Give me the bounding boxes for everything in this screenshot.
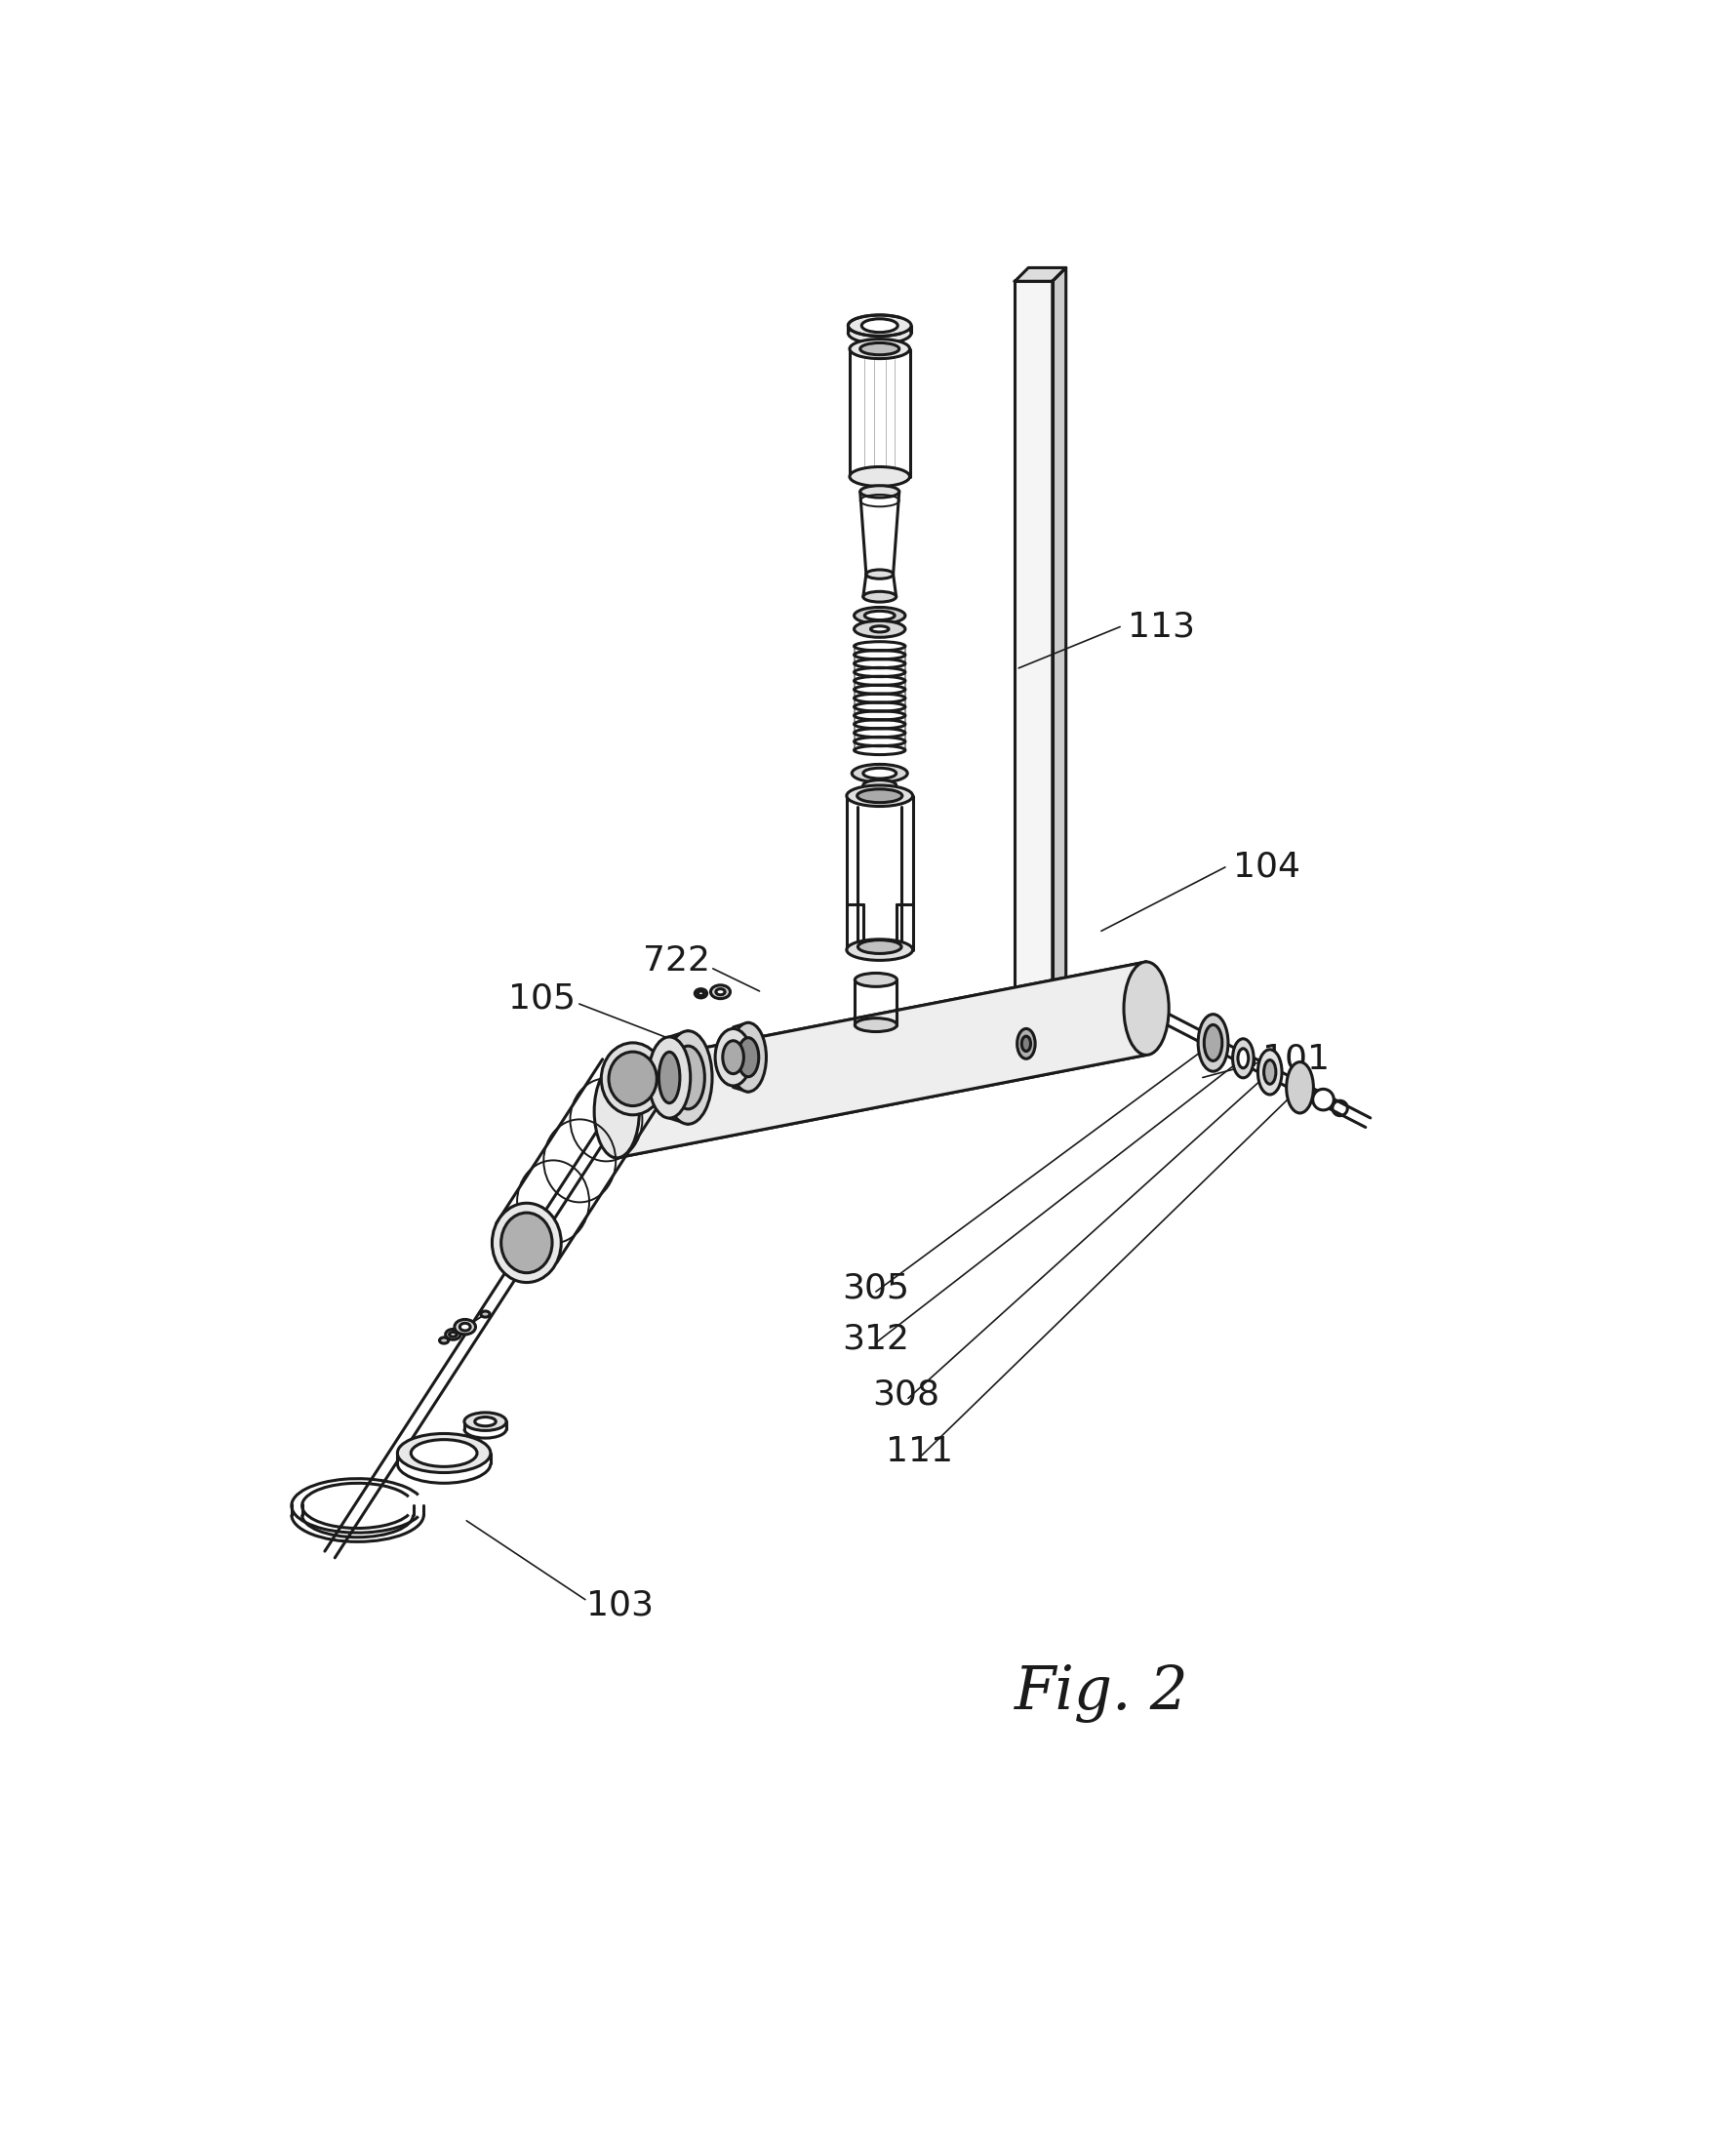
Ellipse shape: [1286, 1063, 1313, 1112]
Ellipse shape: [857, 789, 902, 802]
Ellipse shape: [860, 319, 896, 332]
Ellipse shape: [602, 1044, 663, 1115]
Ellipse shape: [1263, 1061, 1275, 1084]
Ellipse shape: [593, 1065, 639, 1158]
Ellipse shape: [500, 1212, 552, 1272]
Text: 101: 101: [1262, 1041, 1330, 1076]
Ellipse shape: [854, 621, 905, 638]
Ellipse shape: [848, 315, 910, 336]
Text: 111: 111: [884, 1436, 953, 1468]
Text: 722: 722: [643, 944, 710, 977]
Ellipse shape: [480, 1311, 490, 1317]
Ellipse shape: [446, 1328, 461, 1339]
Ellipse shape: [862, 768, 896, 778]
Ellipse shape: [1256, 1050, 1280, 1095]
Ellipse shape: [1016, 1028, 1035, 1059]
Ellipse shape: [862, 591, 896, 602]
Ellipse shape: [475, 1416, 495, 1425]
Ellipse shape: [439, 1337, 449, 1343]
Ellipse shape: [857, 940, 902, 953]
Ellipse shape: [1238, 1048, 1248, 1067]
Ellipse shape: [715, 1028, 751, 1087]
Text: 103: 103: [586, 1589, 653, 1621]
Ellipse shape: [864, 610, 895, 621]
Text: 113: 113: [1126, 610, 1195, 642]
Text: 305: 305: [842, 1272, 908, 1304]
Ellipse shape: [737, 1037, 758, 1076]
Ellipse shape: [715, 990, 725, 994]
Ellipse shape: [854, 608, 905, 623]
Ellipse shape: [1022, 1037, 1030, 1052]
Ellipse shape: [854, 1018, 896, 1033]
Ellipse shape: [608, 1052, 656, 1106]
Ellipse shape: [848, 468, 908, 487]
Text: 312: 312: [842, 1322, 908, 1356]
Ellipse shape: [848, 338, 908, 358]
Ellipse shape: [847, 785, 912, 806]
Polygon shape: [1015, 280, 1052, 1063]
Ellipse shape: [730, 1022, 766, 1091]
Ellipse shape: [492, 1203, 560, 1283]
Ellipse shape: [1311, 1089, 1333, 1110]
Ellipse shape: [848, 323, 910, 343]
Text: Fig. 2: Fig. 2: [1015, 1664, 1188, 1723]
Ellipse shape: [862, 780, 896, 791]
Ellipse shape: [860, 485, 898, 498]
Ellipse shape: [710, 985, 730, 998]
Ellipse shape: [694, 990, 706, 998]
Ellipse shape: [871, 625, 888, 632]
Ellipse shape: [464, 1412, 506, 1432]
Polygon shape: [617, 962, 1145, 1158]
Ellipse shape: [449, 1332, 456, 1337]
Ellipse shape: [847, 940, 912, 959]
Text: 308: 308: [872, 1378, 939, 1410]
Ellipse shape: [398, 1434, 490, 1473]
Ellipse shape: [1203, 1024, 1222, 1061]
Ellipse shape: [411, 1440, 476, 1466]
Ellipse shape: [658, 1052, 679, 1104]
Ellipse shape: [459, 1324, 470, 1330]
Text: 105: 105: [507, 981, 574, 1015]
Ellipse shape: [1198, 1013, 1227, 1072]
Ellipse shape: [852, 763, 907, 783]
Ellipse shape: [648, 1037, 691, 1119]
Ellipse shape: [698, 992, 703, 996]
Ellipse shape: [1123, 962, 1169, 1054]
Polygon shape: [1015, 267, 1066, 280]
Ellipse shape: [860, 343, 898, 356]
Ellipse shape: [672, 1046, 704, 1108]
Polygon shape: [1052, 267, 1066, 1063]
Ellipse shape: [866, 569, 893, 578]
Ellipse shape: [663, 1031, 711, 1123]
Ellipse shape: [454, 1319, 475, 1335]
Ellipse shape: [854, 972, 896, 987]
Ellipse shape: [1232, 1039, 1253, 1078]
Text: 104: 104: [1232, 852, 1299, 884]
Ellipse shape: [722, 1041, 744, 1074]
